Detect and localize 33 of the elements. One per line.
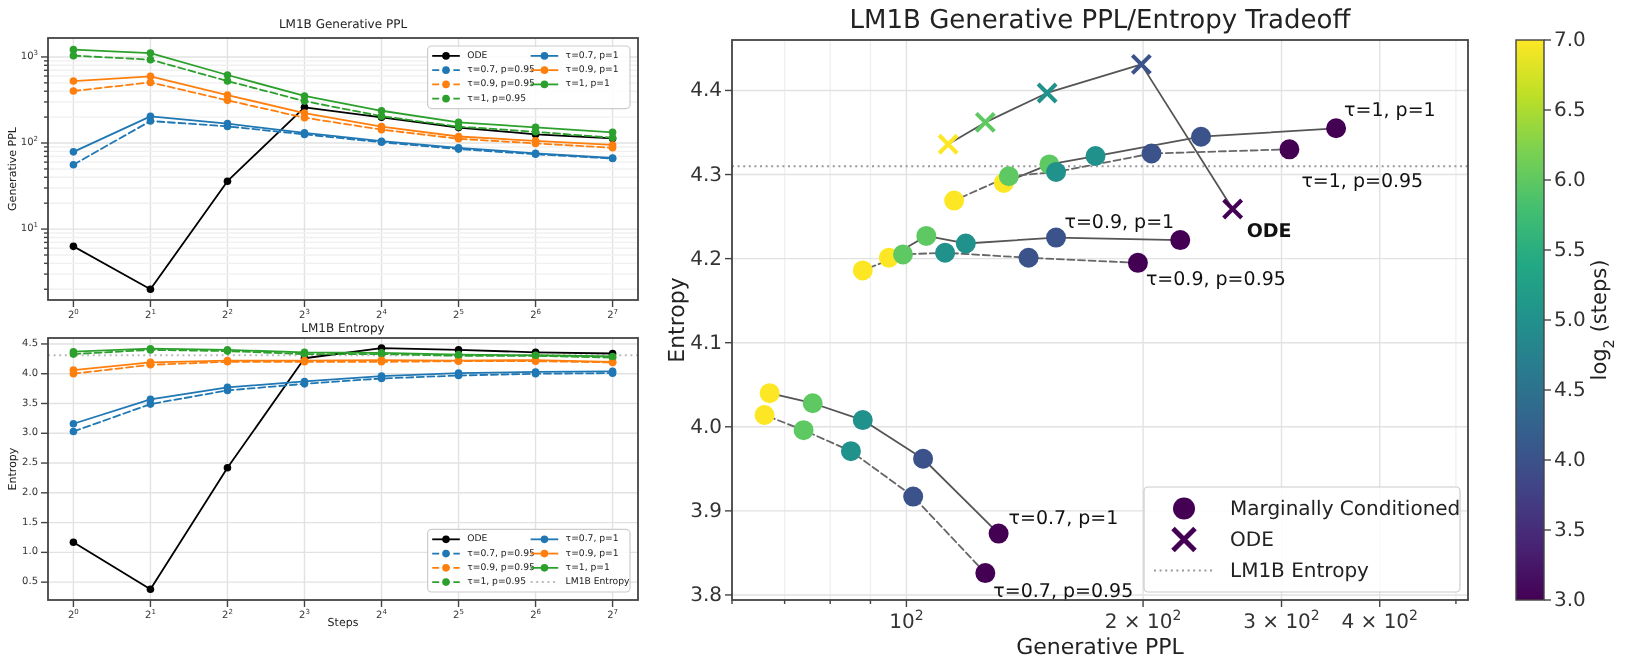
color-bar-label: 5.5 (1554, 239, 1586, 261)
annotation: τ=0.9, p=1 (1064, 211, 1175, 234)
y-tick-label: 3.8 (690, 583, 722, 606)
annotation: τ=1, p=1 (1344, 99, 1436, 122)
y-tick-label: 4.1 (690, 331, 722, 354)
color-bar-label: 6.0 (1554, 169, 1586, 191)
x-axis-title: Generative PPL (1016, 634, 1186, 660)
y-tick-label: 4.3 (690, 163, 722, 186)
color-bar-label: 3.5 (1554, 519, 1586, 541)
color-bar-label: 7.0 (1554, 29, 1586, 51)
annotation: τ=1, p=0.95 (1301, 170, 1424, 193)
x-tick-label: 3 × 10$^{2}$ (1243, 608, 1320, 634)
chart-title: LM1B Generative PPL/Entropy Tradeoff (849, 6, 1353, 36)
annotation: τ=0.7, p=0.95 (993, 580, 1134, 603)
color-bar-label: 4.0 (1554, 449, 1586, 471)
x-tick-label: 10$^{2}$ (889, 608, 924, 634)
legend-label: LM1B Entropy (1230, 559, 1370, 582)
color-bar-label: 4.5 (1554, 379, 1586, 401)
x-tick-label: 2 × 10$^{2}$ (1104, 608, 1182, 634)
y-tick-label: 4.4 (690, 79, 722, 102)
color-bar-label: 6.5 (1554, 99, 1586, 121)
color-bar-label: 5.0 (1554, 309, 1586, 331)
y-tick-label: 3.9 (690, 499, 722, 522)
legend-label: Marginally Conditioned (1230, 497, 1461, 520)
y-tick-label: 4.2 (690, 247, 722, 270)
y-tick-label: 4.0 (690, 415, 722, 438)
annotation: τ=0.9, p=0.95 (1145, 267, 1286, 290)
annotation: ODE (1246, 220, 1292, 243)
y-axis-title: Entropy (663, 276, 689, 363)
annotation: τ=0.7, p=1 (1008, 506, 1119, 529)
color-bar-label: 3.0 (1554, 589, 1586, 611)
legend-label: ODE (1230, 528, 1274, 551)
x-tick-label: 4 × 10$^{2}$ (1341, 608, 1419, 634)
